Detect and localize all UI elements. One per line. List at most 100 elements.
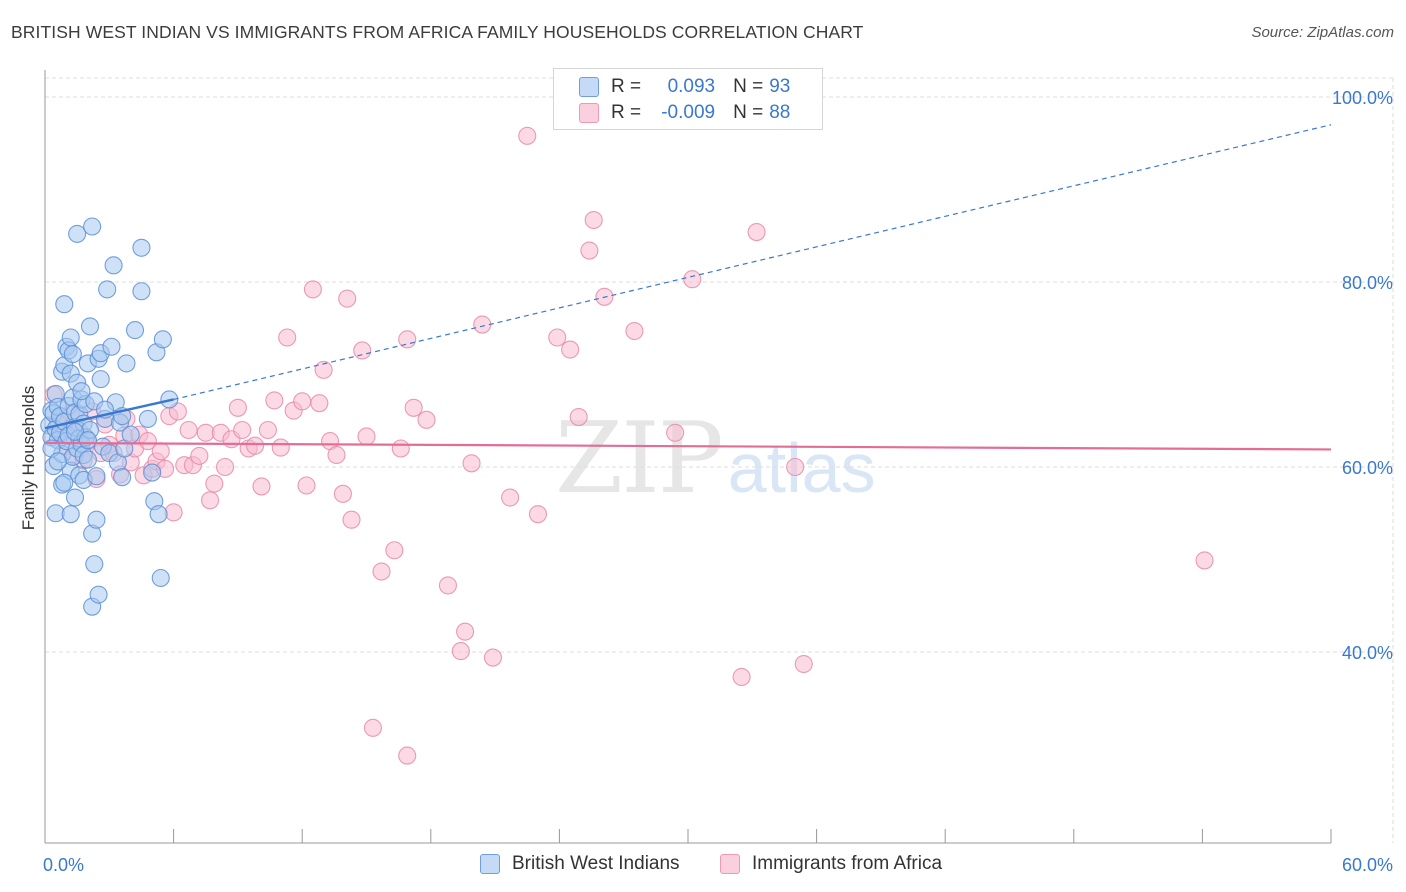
- legend-n-value: 93: [769, 76, 791, 97]
- immigrants-from-africa-point: [190, 446, 209, 465]
- legend-swatch-blue: [579, 77, 599, 97]
- immigrants-from-africa-point: [456, 622, 475, 641]
- british-west-indian-point: [72, 382, 91, 401]
- british-west-indian-point: [143, 463, 162, 482]
- british-west-indian-point: [138, 409, 157, 428]
- immigrants-from-africa-point: [205, 474, 224, 493]
- immigrants-from-africa-point: [732, 667, 751, 687]
- legend-r-value: 0.093: [667, 76, 716, 97]
- immigrants-from-africa-point: [794, 654, 813, 674]
- legend-n-label: N =: [733, 76, 764, 97]
- british-west-indian-point: [83, 217, 102, 236]
- legend-r-label: R =: [611, 102, 642, 123]
- british-west-indian-trendline: [44, 398, 174, 430]
- legend-r-label: R =: [611, 76, 642, 97]
- legend-swatch-pink: [579, 103, 599, 123]
- bottom-legend-immigrants-from-africa: Immigrants from Africa: [720, 851, 942, 877]
- british-west-indian-point: [98, 280, 117, 299]
- x-tick-label: 0.0%: [43, 855, 84, 875]
- bottom-legend-british-west-indians: British West Indians: [480, 851, 680, 877]
- immigrants-from-africa-point: [584, 210, 603, 230]
- y-tick-label: 40.0%: [1342, 643, 1393, 663]
- british-west-indian-point: [91, 370, 110, 389]
- immigrants-from-africa-point: [258, 420, 277, 440]
- british-west-indian-point: [55, 295, 74, 314]
- immigrants-from-africa-point: [518, 126, 537, 145]
- source-credit: Source: ZipAtlas.com: [1251, 24, 1394, 41]
- british-west-indian-point: [87, 510, 106, 529]
- immigrants-from-africa-point: [483, 648, 503, 667]
- immigrants-from-africa-point: [385, 541, 404, 560]
- immigrants-from-africa-point: [265, 391, 284, 410]
- immigrants-from-africa-point: [303, 280, 322, 299]
- immigrants-from-africa-point: [179, 420, 198, 440]
- immigrants-from-africa-point: [548, 328, 567, 347]
- immigrants-from-africa-point: [215, 457, 235, 477]
- immigrants-from-africa-point: [245, 436, 265, 455]
- immigrants-from-africa-point: [683, 270, 702, 289]
- chart-title: BRITISH WEST INDIAN VS IMMIGRANTS FROM A…: [11, 22, 864, 42]
- immigrants-from-africa-point: [228, 398, 247, 417]
- british-west-indian-point: [132, 238, 151, 257]
- immigrants-from-africa-point: [151, 442, 170, 461]
- immigrants-from-africa-point: [314, 360, 333, 379]
- british-west-indian-point: [102, 337, 121, 356]
- immigrants-from-africa-point: [747, 223, 766, 242]
- immigrants-from-africa-point: [363, 718, 382, 737]
- immigrants-from-africa-point: [786, 457, 805, 477]
- british-west-indian-point: [85, 555, 104, 574]
- immigrants-from-africa-point: [404, 398, 423, 417]
- immigrants-from-africa-point: [438, 576, 457, 595]
- british-west-indian-point: [63, 345, 82, 364]
- immigrants-from-africa-point: [200, 491, 220, 510]
- bottom-legend-label: British West Indians: [512, 853, 680, 874]
- british-west-indian-point: [80, 317, 100, 336]
- immigrants-from-africa-point: [391, 439, 410, 458]
- immigrants-from-africa-point: [196, 423, 215, 442]
- british-west-indian-point: [132, 282, 151, 301]
- immigrants-from-africa-point: [333, 484, 352, 503]
- correlation-legend: R = 0.093 N = 93 R = -0.009 N = 88: [553, 68, 823, 130]
- british-west-indian-point: [61, 328, 80, 347]
- british-west-indian-point: [87, 467, 106, 486]
- legend-n-label: N =: [733, 102, 764, 123]
- british-west-indian-point: [48, 452, 67, 471]
- british-west-indian-point: [153, 330, 172, 349]
- british-west-indian-point: [121, 425, 140, 444]
- immigrants-from-africa-point: [561, 340, 580, 359]
- immigrants-from-africa-point: [271, 438, 290, 457]
- immigrants-from-africa-point: [138, 432, 157, 451]
- bottom-legend-label: Immigrants from Africa: [752, 853, 943, 874]
- immigrants-from-africa-point: [278, 328, 297, 347]
- immigrants-from-africa-point: [1195, 551, 1214, 570]
- y-tick-label: 80.0%: [1342, 273, 1393, 293]
- immigrants-from-africa-point: [398, 746, 417, 765]
- immigrants-from-africa-point: [569, 407, 588, 427]
- immigrants-from-africa-point: [625, 321, 644, 341]
- immigrants-from-africa-point: [372, 562, 391, 581]
- british-west-indian-point: [55, 473, 74, 492]
- immigrants-from-africa-point: [252, 477, 271, 496]
- immigrants-from-africa-point: [233, 420, 252, 440]
- immigrants-from-africa-point: [297, 476, 316, 495]
- bottom-legend-swatch-blue: [480, 854, 500, 874]
- british-west-indian-point: [113, 468, 132, 487]
- british-west-indian-point: [46, 504, 65, 523]
- y-tick-label: 60.0%: [1342, 458, 1393, 478]
- immigrants-from-africa-point: [353, 341, 372, 360]
- legend-r-value: -0.009: [661, 102, 716, 123]
- british-west-indian-point: [65, 422, 85, 441]
- immigrants-from-africa-point: [501, 488, 520, 507]
- immigrants-from-africa-point: [666, 423, 685, 442]
- immigrants-from-africa-point: [528, 505, 548, 524]
- immigrants-from-africa-point: [327, 445, 346, 465]
- x-tick-label: 60.0%: [1342, 855, 1393, 875]
- british-west-indian-point: [78, 450, 97, 469]
- bottom-legend-swatch-pink: [720, 854, 740, 874]
- british-west-indian-point: [104, 256, 123, 275]
- immigrants-from-africa-point: [462, 454, 481, 473]
- british-west-indian-point: [151, 568, 170, 588]
- immigrants-from-africa-point: [338, 289, 357, 308]
- legend-row-immigrants-from-africa: R = -0.009 N = 88: [579, 100, 790, 126]
